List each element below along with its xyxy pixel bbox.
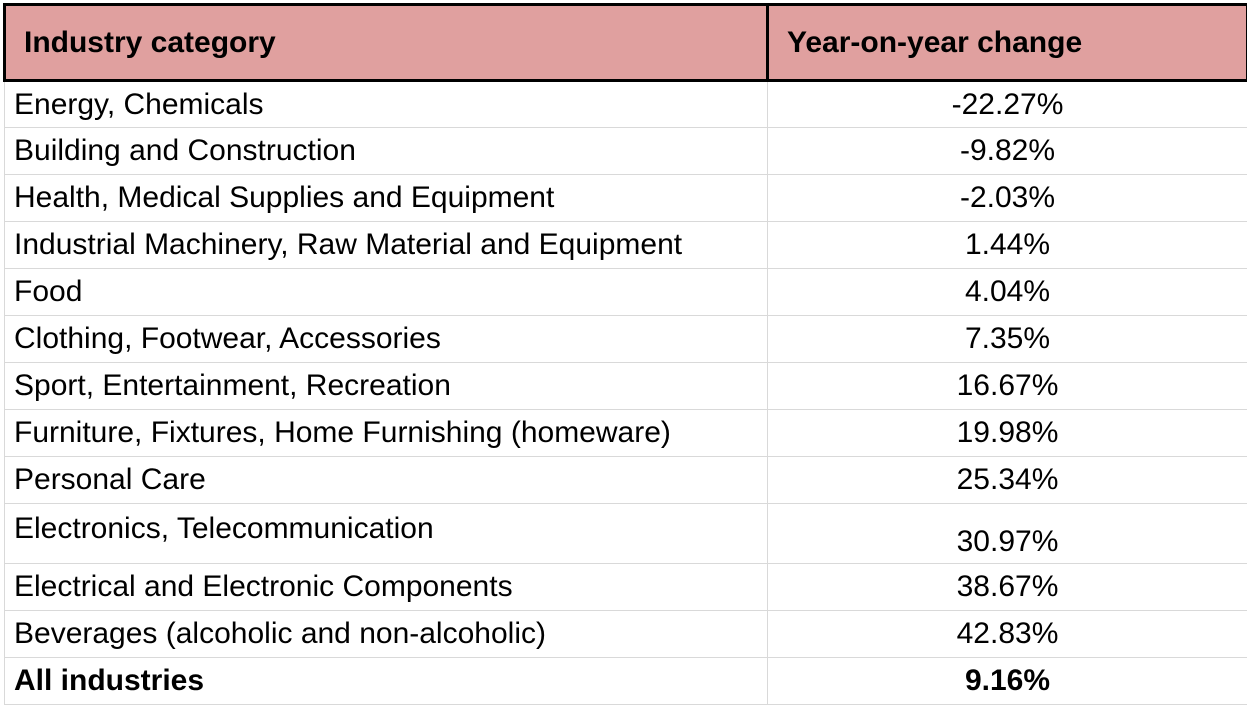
change-cell: 19.98% — [767, 409, 1247, 457]
change-cell: 38.67% — [767, 563, 1247, 611]
category-cell: Sport, Entertainment, Recreation — [4, 362, 768, 410]
category-cell: Furniture, Fixtures, Home Furnishing (ho… — [4, 409, 768, 457]
change-cell: 4.04% — [767, 268, 1247, 316]
table-row: Health, Medical Supplies and Equipment -… — [4, 174, 1247, 222]
total-category-cell: All industries — [4, 657, 768, 705]
table-row: Furniture, Fixtures, Home Furnishing (ho… — [4, 409, 1247, 457]
table-container: Industry category Year-on-year change En… — [3, 3, 1247, 705]
change-cell: -2.03% — [767, 174, 1247, 222]
table-row: Industrial Machinery, Raw Material and E… — [4, 221, 1247, 269]
change-cell: 42.83% — [767, 610, 1247, 658]
category-cell: Building and Construction — [4, 127, 768, 175]
category-cell: Health, Medical Supplies and Equipment — [4, 174, 768, 222]
table-row: Personal Care 25.34% — [4, 456, 1247, 504]
table-row: Electronics, Telecommunication 30.97% — [4, 503, 1247, 564]
industry-change-table: Industry category Year-on-year change En… — [3, 3, 1247, 705]
change-cell: 16.67% — [767, 362, 1247, 410]
change-cell: -9.82% — [767, 127, 1247, 175]
header-row: Industry category Year-on-year change — [3, 3, 1247, 82]
header-industry-category: Industry category — [3, 3, 769, 82]
table-row: Electrical and Electronic Components 38.… — [4, 563, 1247, 611]
total-row: All industries 9.16% — [4, 657, 1247, 705]
table-row: Sport, Entertainment, Recreation 16.67% — [4, 362, 1247, 410]
change-cell: 30.97% — [767, 503, 1247, 564]
category-cell: Industrial Machinery, Raw Material and E… — [4, 221, 768, 269]
change-cell: 7.35% — [767, 315, 1247, 363]
change-cell: -22.27% — [767, 80, 1247, 128]
category-cell: Personal Care — [4, 456, 768, 504]
total-change-cell: 9.16% — [767, 657, 1247, 705]
category-cell: Clothing, Footwear, Accessories — [4, 315, 768, 363]
table-row: Building and Construction -9.82% — [4, 127, 1247, 175]
change-cell: 1.44% — [767, 221, 1247, 269]
table-row: Energy, Chemicals -22.27% — [4, 80, 1247, 128]
table-row: Food 4.04% — [4, 268, 1247, 316]
category-cell: Electrical and Electronic Components — [4, 563, 768, 611]
category-cell: Electronics, Telecommunication — [4, 503, 768, 564]
category-cell: Food — [4, 268, 768, 316]
header-year-on-year-change: Year-on-year change — [766, 3, 1247, 82]
table-row: Beverages (alcoholic and non-alcoholic) … — [4, 610, 1247, 658]
change-cell: 25.34% — [767, 456, 1247, 504]
table-row: Clothing, Footwear, Accessories 7.35% — [4, 315, 1247, 363]
category-cell: Beverages (alcoholic and non-alcoholic) — [4, 610, 768, 658]
category-cell: Energy, Chemicals — [4, 80, 768, 128]
